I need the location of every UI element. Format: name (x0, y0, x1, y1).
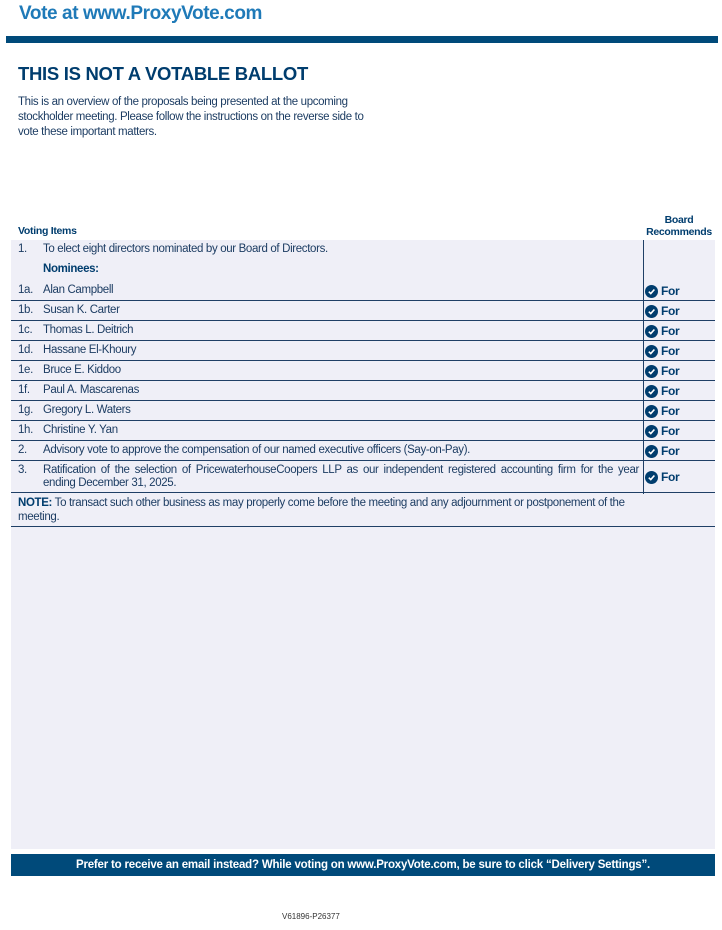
page-title: THIS IS NOT A VOTABLE BALLOT (18, 63, 308, 84)
check-circle-icon (645, 304, 658, 318)
voting-item-row: 1h. Christine Y. Yan For (11, 421, 715, 441)
voting-item-row: 2. Advisory vote to approve the compensat… (11, 441, 715, 461)
board-recommendation: For (645, 344, 680, 358)
check-circle-icon (645, 324, 658, 338)
check-circle-icon (645, 444, 658, 458)
check-circle-icon (645, 344, 658, 358)
header-line: Recommends (646, 226, 712, 238)
item-text: Christine Y. Yan (43, 424, 118, 436)
document-code: V61896-P26377 (282, 912, 340, 921)
voting-item-row: 1g. Gregory L. Waters For (11, 401, 715, 421)
item-text: To elect eight directors nominated by ou… (43, 243, 328, 255)
board-recommendation: For (645, 384, 680, 398)
recommendation-value: For (661, 424, 680, 438)
board-recommendation: For (645, 444, 680, 458)
recommendation-value: For (661, 444, 680, 458)
recommendation-value: For (661, 470, 680, 484)
item-number: 1d. (18, 344, 33, 356)
item-text: Advisory vote to approve the compensatio… (43, 444, 471, 456)
check-circle-icon (645, 424, 658, 438)
voting-item-row: 1b. Susan K. Carter For (11, 301, 715, 321)
voting-item-row: 1f. Paul A. Mascarenas For (11, 381, 715, 401)
note-text: NOTE: To transact such other business as… (18, 497, 648, 524)
divider (11, 526, 715, 527)
board-recommendation: For (645, 364, 680, 378)
recommendation-value: For (661, 404, 680, 418)
item-number: 1f. (18, 384, 30, 396)
item-number: 1g. (18, 404, 33, 416)
item-number: 1h. (18, 424, 33, 436)
header-title: Vote at www.ProxyVote.com (19, 3, 263, 24)
item-number: 1e. (18, 364, 33, 376)
recommendation-value: For (661, 284, 680, 298)
nominees-label-row: Nominees: (11, 263, 715, 281)
item-text: Gregory L. Waters (43, 404, 131, 416)
proposal-1-row: 1. To elect eight directors nominated by… (11, 243, 715, 261)
item-text: Bruce E. Kiddoo (43, 364, 121, 376)
board-recommendation: For (645, 284, 680, 298)
voting-item-row: 1c. Thomas L. Deitrich For (11, 321, 715, 341)
intro-text: This is an overview of the proposals bei… (18, 96, 364, 138)
voting-item-row: 1e. Bruce E. Kiddoo For (11, 361, 715, 381)
item-text: Ratification of the selection of Pricewa… (43, 464, 639, 489)
board-recommendation: For (645, 470, 680, 484)
item-number: 1c. (18, 324, 33, 336)
recommendation-value: For (661, 304, 680, 318)
voting-item-row: 3. Ratification of the selection of Price… (11, 461, 715, 493)
item-text: Thomas L. Deitrich (43, 324, 134, 336)
check-circle-icon (645, 404, 658, 418)
voting-item-row: 1a. Alan Campbell For (11, 281, 715, 301)
item-text: Alan Campbell (43, 284, 114, 296)
header-line: Board (664, 214, 694, 226)
item-number: 1b. (18, 304, 33, 316)
item-text: Hassane El-Khoury (43, 344, 137, 356)
voting-item-row: 1d. Hassane El-Khoury For (11, 341, 715, 361)
board-recommendation: For (645, 424, 680, 438)
note-label: NOTE: (18, 497, 53, 509)
item-number: 1a. (18, 284, 33, 296)
check-circle-icon (645, 384, 658, 398)
recommendation-value: For (661, 364, 680, 378)
delivery-settings-banner: Prefer to receive an email instead? Whil… (11, 854, 715, 876)
board-recommendation: For (645, 304, 680, 318)
column-header-board-recommends: Board Recommends (640, 214, 718, 238)
item-number: 3. (18, 464, 27, 476)
check-circle-icon (645, 470, 658, 484)
nominees-label: Nominees: (43, 263, 99, 275)
column-header-voting-items: Voting Items (18, 225, 77, 237)
recommendation-value: For (661, 344, 680, 358)
item-text: Susan K. Carter (43, 304, 120, 316)
note-body: To transact such other business as may p… (18, 497, 625, 523)
check-circle-icon (645, 284, 658, 298)
check-circle-icon (645, 364, 658, 378)
item-number: 2. (18, 444, 27, 456)
header-bar (6, 36, 718, 43)
voting-table-panel (11, 240, 715, 849)
board-recommendation: For (645, 404, 680, 418)
column-divider (643, 240, 644, 494)
item-text: Paul A. Mascarenas (43, 384, 139, 396)
recommendation-value: For (661, 324, 680, 338)
item-number: 1. (18, 243, 27, 255)
recommendation-value: For (661, 384, 680, 398)
board-recommendation: For (645, 324, 680, 338)
